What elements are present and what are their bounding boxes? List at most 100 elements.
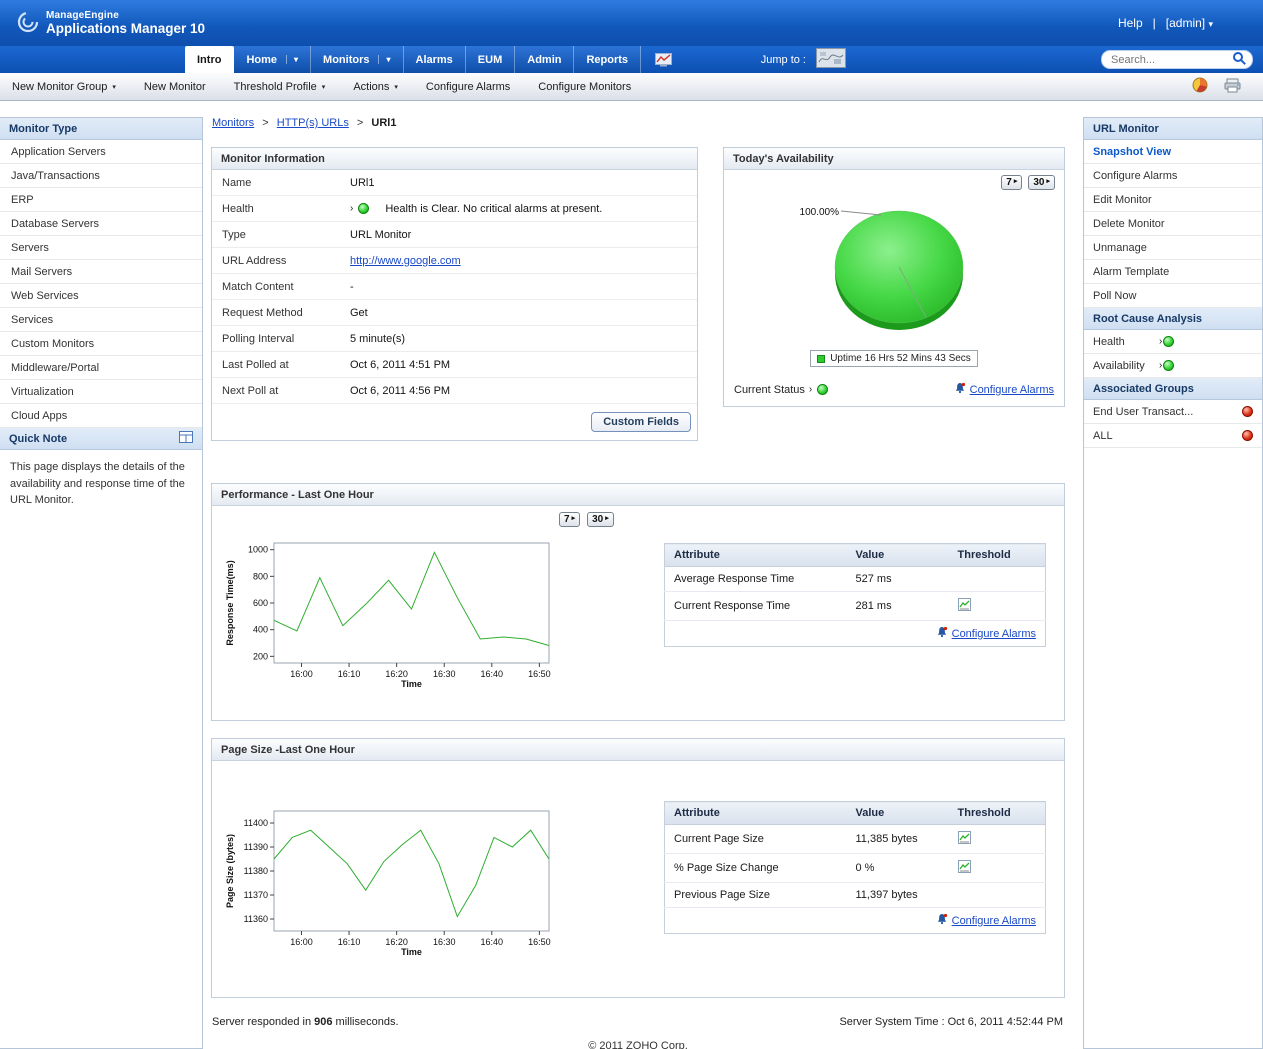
menu-unmanage[interactable]: Unmanage (1084, 236, 1262, 260)
alarm-bell-icon[interactable] (936, 626, 948, 641)
url-monitor-panel: URL Monitor Snapshot View Configure Alar… (1083, 117, 1263, 1049)
tab-reports[interactable]: Reports (574, 46, 642, 73)
associated-group-all[interactable]: ALL (1084, 424, 1262, 448)
quick-note-header: Quick Note (0, 428, 202, 450)
sidebar-item-cloud-apps[interactable]: Cloud Apps (0, 404, 202, 428)
table-row: Current Response Time 281 ms (664, 591, 1046, 621)
availability-range-7-button[interactable]: 7 ▸ (1001, 175, 1023, 190)
critical-status-icon (1242, 430, 1253, 441)
url-monitor-header: URL Monitor (1084, 118, 1262, 140)
svg-text:16:00: 16:00 (290, 669, 313, 679)
caret-down-icon: ▾ (1208, 19, 1213, 29)
svg-text:16:40: 16:40 (481, 937, 504, 947)
toolbar-configure-alarms[interactable]: Configure Alarms (425, 80, 511, 93)
caret-down-icon[interactable]: ▾ (378, 55, 391, 64)
svg-text:16:20: 16:20 (385, 669, 408, 679)
sidebar-item-custom-monitors[interactable]: Custom Monitors (0, 332, 202, 356)
performance-range-7-button[interactable]: 7 ▸ (559, 512, 581, 527)
info-row-health: Health › Health is Clear. No critical al… (212, 196, 697, 222)
sidebar-item-mail-servers[interactable]: Mail Servers (0, 260, 202, 284)
search-input[interactable] (1111, 53, 1232, 66)
caret-down-icon: ▾ (321, 83, 326, 91)
tab-eum[interactable]: EUM (465, 46, 516, 73)
actions-menu[interactable]: Actions ▾ (353, 80, 398, 93)
admin-user-menu[interactable]: [admin] ▾ (1165, 16, 1213, 30)
tab-monitors[interactable]: Monitors ▾ (311, 46, 404, 73)
sidebar-item-web-services[interactable]: Web Services (0, 284, 202, 308)
menu-edit-monitor[interactable]: Edit Monitor (1084, 188, 1262, 212)
tab-home[interactable]: Home ▾ (234, 46, 312, 73)
status-chevron-icon: › (350, 203, 354, 214)
caret-right-icon: ▸ (1046, 177, 1050, 185)
search-icon[interactable] (1232, 51, 1247, 69)
performance-configure-alarms-link[interactable]: Configure Alarms (936, 626, 1036, 641)
health-clear-icon (358, 203, 370, 214)
new-monitor-button[interactable]: New Monitor (143, 80, 206, 93)
menu-configure-alarms[interactable]: Configure Alarms (1084, 164, 1262, 188)
sidebar-item-database-servers[interactable]: Database Servers (0, 212, 202, 236)
sidebar-item-servers[interactable]: Servers (0, 236, 202, 260)
jump-to-shortcut-icon[interactable] (816, 48, 846, 71)
monitor-type-header: Monitor Type (0, 118, 202, 140)
status-up-icon (817, 384, 829, 395)
performance-range-30-button[interactable]: 30 ▸ (587, 512, 614, 527)
sidebar-item-erp[interactable]: ERP (0, 188, 202, 212)
note-table-icon[interactable] (179, 431, 193, 446)
breadcrumb-http-urls-link[interactable]: HTTP(s) URLs (276, 117, 349, 129)
svg-text:1000: 1000 (248, 545, 268, 555)
menu-alarm-template[interactable]: Alarm Template (1084, 260, 1262, 284)
sidebar-item-application-servers[interactable]: Application Servers (0, 140, 202, 164)
app-logo: ManageEngine Applications Manager 10 (16, 9, 205, 37)
root-cause-health[interactable]: Health › (1084, 330, 1262, 354)
table-row: % Page Size Change 0 % (664, 853, 1046, 883)
threshold-chart-icon[interactable] (957, 598, 971, 614)
pie-legend: Uptime 16 Hrs 52 Mins 43 Secs (810, 350, 978, 367)
sidebar-item-java-transactions[interactable]: Java/Transactions (0, 164, 202, 188)
menu-delete-monitor[interactable]: Delete Monitor (1084, 212, 1262, 236)
info-row-url: URL Address http://www.google.com (212, 248, 697, 274)
svg-text:600: 600 (253, 598, 268, 608)
sidebar-item-virtualization[interactable]: Virtualization (0, 380, 202, 404)
monitor-url-link[interactable]: http://www.google.com (350, 254, 461, 267)
threshold-profile-menu[interactable]: Threshold Profile ▾ (233, 80, 326, 93)
pie-report-icon[interactable] (1192, 77, 1208, 96)
caret-down-icon: ▾ (112, 83, 116, 91)
quick-note-text: This page displays the details of the av… (10, 461, 185, 506)
custom-fields-button[interactable]: Custom Fields (591, 412, 691, 432)
sidebar-item-middleware-portal[interactable]: Middleware/Portal (0, 356, 202, 380)
svg-text:11380: 11380 (244, 866, 268, 876)
caret-down-icon[interactable]: ▾ (286, 55, 298, 64)
help-link[interactable]: Help (1117, 16, 1143, 30)
page-size-panel: Page Size -Last One Hour 11360 11370 11380… (211, 738, 1065, 998)
menu-poll-now[interactable]: Poll Now (1084, 284, 1262, 308)
associated-group-end-user[interactable]: End User Transact... (1084, 400, 1262, 424)
new-monitor-group-menu[interactable]: New Monitor Group ▾ (12, 80, 116, 93)
toolbar-configure-monitors[interactable]: Configure Monitors (538, 80, 632, 93)
sidebar-item-services[interactable]: Services (0, 308, 202, 332)
threshold-chart-icon[interactable] (957, 860, 971, 876)
dashboard-graph-icon[interactable] (655, 46, 673, 73)
configure-alarms-row: Configure Alarms (664, 620, 1046, 647)
menu-snapshot-view[interactable]: Snapshot View (1084, 140, 1262, 164)
performance-attribute-table: Attribute Value Threshold Average Respon… (664, 543, 1046, 647)
availability-range-30-button[interactable]: 30 ▸ (1028, 175, 1055, 190)
availability-configure-alarms-link[interactable]: Configure Alarms (954, 382, 1054, 397)
page-size-configure-alarms-link[interactable]: Configure Alarms (936, 913, 1036, 928)
critical-status-icon (1242, 406, 1253, 417)
alarm-bell-icon[interactable] (954, 382, 966, 397)
svg-text:16:40: 16:40 (481, 669, 504, 679)
svg-text:16:10: 16:10 (338, 669, 361, 679)
tab-admin[interactable]: Admin (515, 46, 575, 73)
tab-alarms[interactable]: Alarms (403, 46, 466, 73)
nav-right-area: Jump to : (761, 46, 1263, 73)
threshold-chart-icon[interactable] (957, 831, 971, 847)
breadcrumb-monitors-link[interactable]: Monitors (212, 117, 255, 129)
alarm-bell-icon[interactable] (936, 913, 948, 928)
brand-version: 10 (190, 21, 206, 37)
print-icon[interactable] (1224, 78, 1241, 96)
svg-text:Time: Time (401, 947, 422, 957)
info-row-request-method: Request Method Get (212, 300, 697, 326)
tab-intro[interactable]: Intro (185, 46, 235, 73)
svg-text:Page Size (bytes): Page Size (bytes) (225, 834, 235, 908)
root-cause-availability[interactable]: Availability › (1084, 354, 1262, 378)
